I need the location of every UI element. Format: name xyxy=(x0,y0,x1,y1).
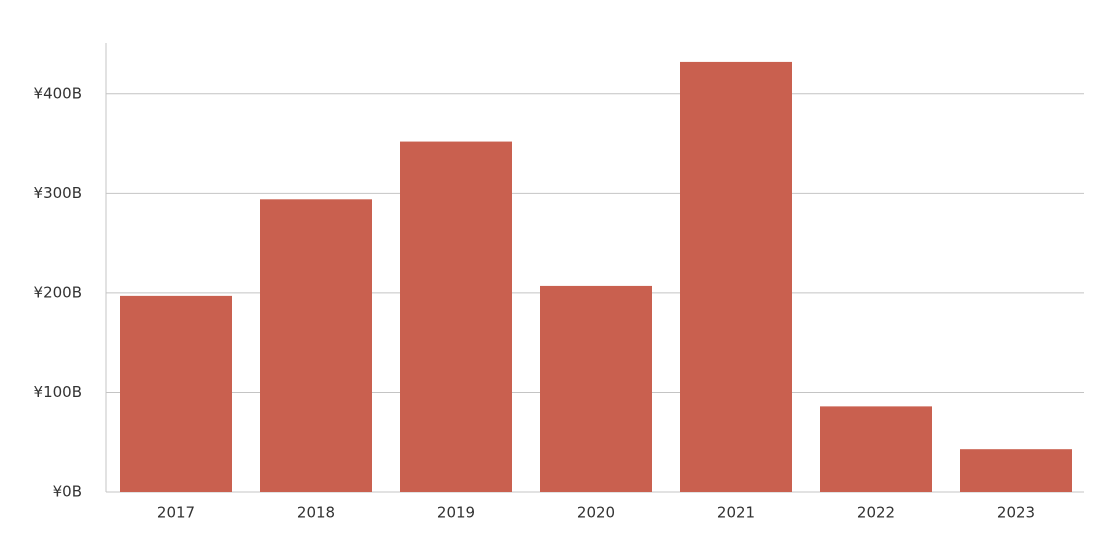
x-tick-label: 2021 xyxy=(717,504,755,522)
y-tick-label: ¥400B xyxy=(34,84,82,102)
bar xyxy=(260,199,372,492)
x-tick-label: 2018 xyxy=(297,504,335,522)
x-tick-label: 2022 xyxy=(857,504,895,522)
y-tick-label: ¥200B xyxy=(34,283,82,301)
x-tick-label: 2023 xyxy=(997,504,1035,522)
bar xyxy=(680,61,792,493)
y-tick-label: ¥100B xyxy=(34,383,82,401)
bar xyxy=(960,449,1072,492)
y-tick-label: ¥0B xyxy=(53,483,82,501)
x-tick-label: 2017 xyxy=(157,504,195,522)
bar xyxy=(400,141,512,492)
bar xyxy=(540,285,652,492)
y-tick-label: ¥300B xyxy=(34,184,82,202)
x-tick-label: 2020 xyxy=(577,504,615,522)
x-tick-label: 2019 xyxy=(437,504,475,522)
bar xyxy=(120,295,232,492)
bar xyxy=(820,406,932,492)
